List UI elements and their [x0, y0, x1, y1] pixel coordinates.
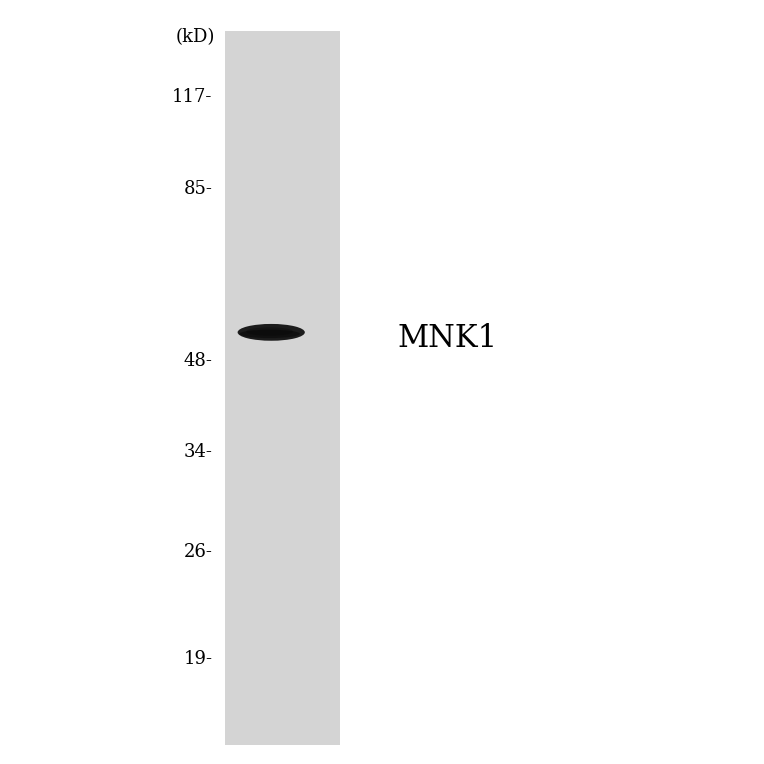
Text: 48-: 48- [183, 351, 212, 370]
Ellipse shape [238, 324, 305, 341]
Text: 34-: 34- [183, 443, 212, 461]
Ellipse shape [239, 330, 300, 338]
Text: 26-: 26- [183, 543, 212, 562]
Text: 117-: 117- [172, 88, 212, 106]
Text: (kD): (kD) [175, 28, 215, 46]
Text: MNK1: MNK1 [397, 323, 497, 354]
FancyBboxPatch shape [225, 31, 340, 745]
Ellipse shape [246, 327, 293, 336]
Text: 19-: 19- [183, 649, 212, 668]
Text: 85-: 85- [183, 180, 212, 198]
